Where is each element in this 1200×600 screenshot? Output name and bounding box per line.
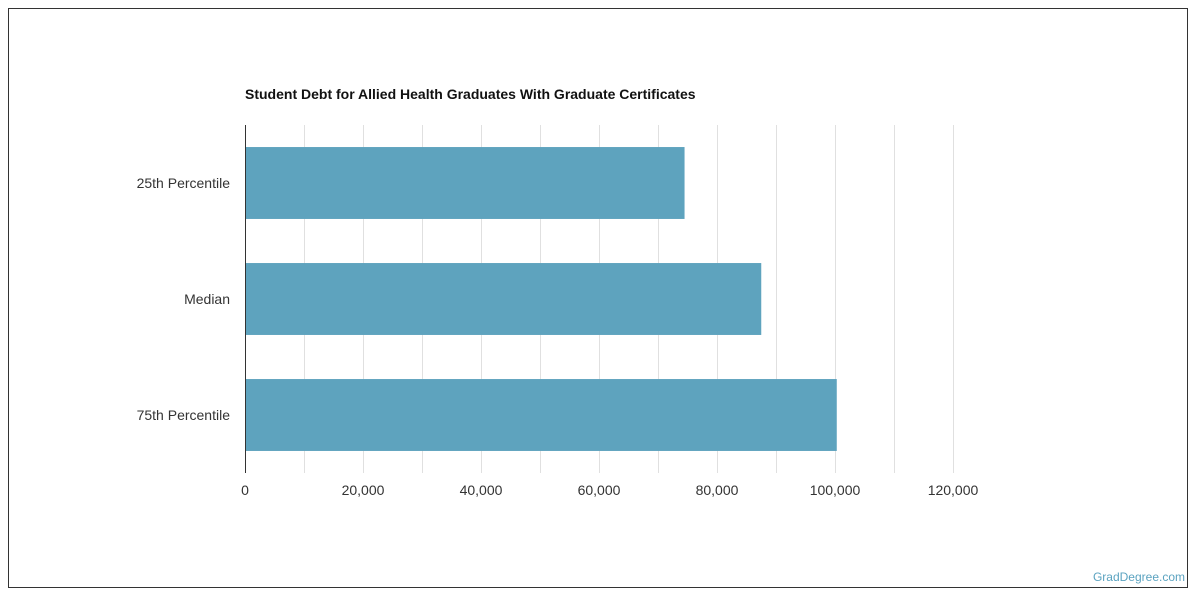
bar-75th-percentile (245, 379, 837, 451)
x-tick-label: 60,000 (578, 482, 621, 498)
chart-title: Student Debt for Allied Health Graduates… (245, 86, 696, 102)
x-tick-label: 20,000 (342, 482, 385, 498)
category-label: Median (184, 291, 230, 307)
x-tick-label: 40,000 (460, 482, 503, 498)
x-tick-label: 0 (241, 482, 249, 498)
x-tick-label: 120,000 (928, 482, 979, 498)
x-tick-label: 100,000 (810, 482, 861, 498)
bar-25th-percentile (245, 147, 685, 219)
bar-median (245, 263, 762, 335)
category-label: 75th Percentile (137, 407, 231, 423)
category-label: 25th Percentile (137, 175, 231, 191)
watermark-link[interactable]: GradDegree.com (1092, 570, 1185, 584)
x-tick-label: 80,000 (696, 482, 739, 498)
